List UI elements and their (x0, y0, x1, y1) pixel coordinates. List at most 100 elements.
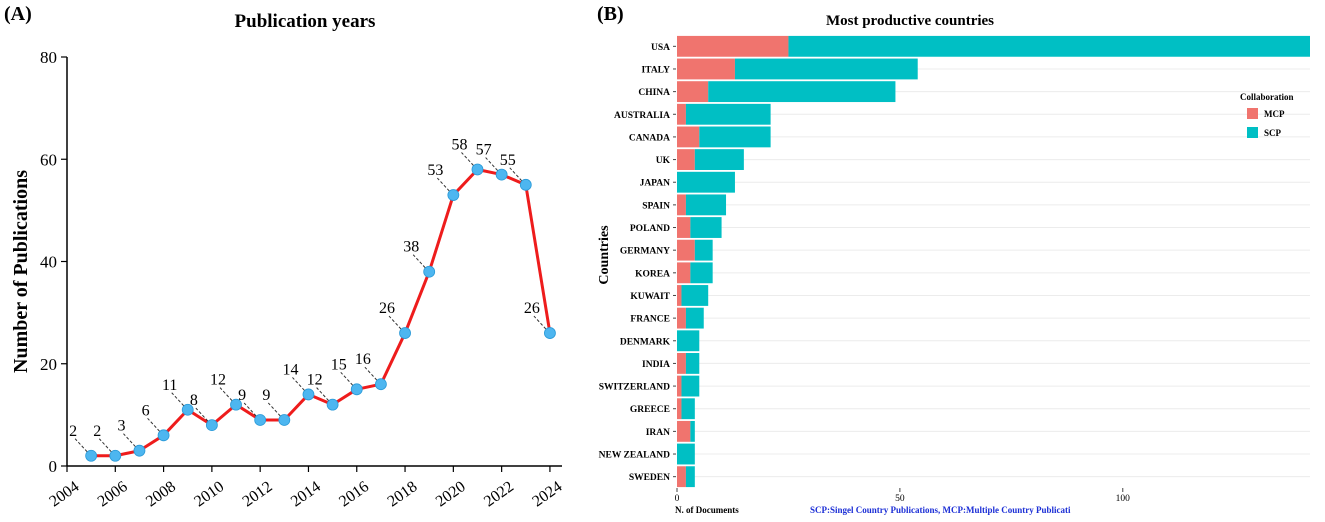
bar-mcp-italy (677, 58, 735, 80)
bar-scp-australia (685, 103, 771, 125)
data-label-leader (243, 402, 257, 417)
country-label: SPAIN (642, 201, 670, 211)
data-label: 16 (355, 351, 371, 368)
y-tick-label: 20 (40, 355, 57, 374)
data-label: 8 (190, 392, 198, 409)
x-tick-label: 2014 (288, 478, 324, 510)
data-label: 57 (476, 142, 492, 159)
bar-scp-kuwait (681, 285, 709, 306)
x-tick-label: 2018 (384, 478, 420, 510)
x-axis-title: N. of Documents (675, 505, 739, 515)
data-label-leader (98, 438, 112, 453)
data-label-leader (364, 366, 378, 381)
country-label: NEW ZEALAND (599, 451, 670, 461)
data-label-leader (485, 157, 499, 171)
country-label: POLAND (630, 224, 670, 234)
data-label: 2 (93, 423, 101, 440)
data-point (350, 383, 363, 396)
data-label: 9 (262, 387, 270, 404)
country-label: USA (651, 43, 670, 53)
data-label: 12 (307, 372, 323, 389)
country-label: FRANCE (630, 315, 670, 325)
publication-years-chart: Publication years 0 20 40 60 80 2004 2006 2008 20… (10, 11, 565, 510)
data-label-leader (316, 387, 329, 401)
data-label-leader (292, 377, 305, 391)
data-point (544, 327, 556, 339)
legend-label-mcp: MCP (1264, 109, 1285, 119)
bar-scp-italy (734, 58, 918, 80)
data-label-leader (340, 371, 354, 386)
data-label-leader (219, 387, 233, 401)
x-tick-label: 2006 (95, 478, 131, 510)
bar-scp-india (685, 353, 700, 374)
bar-scp-iran (690, 420, 695, 442)
data-point (471, 163, 484, 176)
bar-mcp-spain (677, 194, 686, 216)
data-label: 14 (282, 361, 298, 378)
data-label: 11 (162, 377, 177, 394)
bar-mcp-canada (677, 126, 700, 148)
data-label-leader (436, 177, 450, 192)
data-point (399, 327, 411, 339)
y-axis-title: Number of Publications (10, 170, 32, 373)
x-tick-label: 2012 (240, 478, 276, 510)
bar-mcp-uk (677, 149, 695, 170)
bar-scp-canada (699, 126, 771, 148)
data-point (326, 398, 339, 411)
country-label: INDIA (642, 360, 670, 370)
bar-mcp-india (677, 353, 686, 374)
bar-scp-greece (681, 398, 695, 420)
bar-scp-spain (685, 194, 727, 216)
country-label: CHINA (638, 88, 670, 98)
bar-scp-usa (788, 35, 1310, 57)
data-label-leader (267, 402, 281, 417)
data-label-leader (388, 315, 402, 330)
country-label: ITALY (641, 65, 670, 75)
data-label-leader (123, 433, 136, 448)
data-label: 53 (427, 162, 443, 179)
bar-scp-switzerland (681, 375, 700, 397)
legend-label-scp: SCP (1264, 128, 1282, 138)
country-label: GERMANY (620, 247, 670, 257)
data-point (109, 449, 122, 462)
y-tick-label: 80 (40, 48, 57, 67)
bar-mcp-greece (677, 398, 682, 420)
x-tick-label: 100 (1116, 494, 1131, 504)
data-label-leader (195, 407, 209, 422)
data-label: 9 (238, 387, 246, 404)
data-label-leader (533, 315, 547, 330)
data-point (423, 265, 436, 278)
x-tick-label: 0 (675, 494, 680, 504)
data-point (447, 189, 460, 201)
data-point (375, 378, 387, 391)
data-point (302, 388, 315, 401)
data-point (495, 168, 508, 181)
bar-scp-china (708, 81, 896, 103)
bar-scp-japan (677, 171, 735, 193)
data-label-leader (171, 392, 185, 407)
bar-scp-poland (690, 217, 722, 238)
x-tick-label: 50 (895, 494, 905, 504)
data-label-leader (74, 438, 88, 453)
country-label: UK (656, 156, 671, 166)
legend-title: Collaboration (1240, 92, 1294, 102)
x-tick-label: 2020 (433, 478, 469, 510)
country-label: KUWAIT (630, 292, 670, 302)
country-label: SWITZERLAND (599, 383, 670, 393)
bar-scp-germany (694, 239, 713, 261)
data-label-leader (147, 417, 160, 432)
bar-scp-france (685, 307, 704, 329)
bar-scp-sweden (685, 466, 695, 488)
data-point (230, 398, 242, 411)
x-tick-label: 2010 (191, 478, 227, 510)
data-label: 15 (331, 356, 347, 373)
y-tick-label: 40 (40, 253, 57, 272)
chart-caption: SCP:Singel Country Publications, MCP:Mul… (810, 505, 1071, 515)
x-tick-label: 2024 (529, 478, 565, 510)
country-label: SWEDEN (629, 473, 670, 483)
country-label: AUSTRALIA (614, 111, 670, 121)
bar-mcp-china (677, 81, 709, 103)
data-label: 55 (500, 152, 516, 169)
bar-mcp-france (677, 307, 686, 329)
panel-b-label: (B) (597, 3, 624, 25)
